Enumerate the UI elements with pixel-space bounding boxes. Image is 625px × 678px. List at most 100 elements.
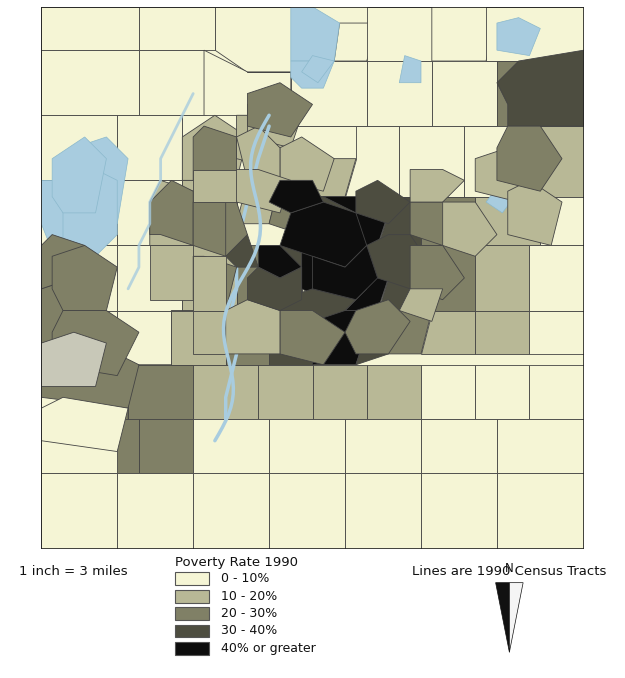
Polygon shape bbox=[150, 245, 193, 300]
Polygon shape bbox=[193, 126, 237, 180]
Polygon shape bbox=[182, 115, 248, 180]
Polygon shape bbox=[248, 137, 312, 197]
Polygon shape bbox=[63, 170, 118, 256]
Polygon shape bbox=[345, 473, 421, 549]
Polygon shape bbox=[421, 473, 497, 549]
Polygon shape bbox=[421, 245, 475, 311]
Polygon shape bbox=[52, 311, 139, 376]
Polygon shape bbox=[63, 137, 128, 224]
Polygon shape bbox=[41, 180, 118, 245]
Polygon shape bbox=[345, 419, 421, 473]
Polygon shape bbox=[475, 311, 529, 354]
Polygon shape bbox=[41, 419, 139, 473]
Polygon shape bbox=[204, 202, 248, 256]
Polygon shape bbox=[312, 311, 367, 365]
Polygon shape bbox=[248, 94, 302, 148]
Polygon shape bbox=[345, 245, 388, 311]
Polygon shape bbox=[128, 365, 193, 430]
Polygon shape bbox=[237, 245, 269, 311]
Polygon shape bbox=[442, 202, 497, 256]
Polygon shape bbox=[486, 7, 584, 61]
Polygon shape bbox=[421, 365, 475, 419]
Polygon shape bbox=[226, 300, 280, 354]
Polygon shape bbox=[475, 245, 529, 311]
Polygon shape bbox=[345, 300, 410, 354]
Polygon shape bbox=[204, 50, 291, 126]
Polygon shape bbox=[258, 365, 312, 419]
Bar bbox=[175, 642, 209, 655]
Polygon shape bbox=[258, 245, 302, 278]
Polygon shape bbox=[52, 245, 118, 311]
Polygon shape bbox=[41, 311, 118, 365]
Polygon shape bbox=[237, 180, 280, 224]
Polygon shape bbox=[41, 115, 118, 180]
Polygon shape bbox=[421, 419, 497, 473]
Polygon shape bbox=[41, 397, 128, 452]
Polygon shape bbox=[302, 197, 356, 245]
Polygon shape bbox=[291, 61, 334, 88]
Polygon shape bbox=[41, 473, 118, 549]
Text: 1 inch = 3 miles: 1 inch = 3 miles bbox=[19, 565, 127, 578]
Polygon shape bbox=[302, 159, 356, 197]
Polygon shape bbox=[118, 245, 182, 311]
Polygon shape bbox=[497, 61, 584, 126]
Polygon shape bbox=[410, 245, 464, 300]
Polygon shape bbox=[323, 245, 345, 267]
Polygon shape bbox=[182, 115, 248, 180]
Polygon shape bbox=[529, 365, 584, 419]
Polygon shape bbox=[182, 180, 237, 245]
Polygon shape bbox=[302, 245, 367, 311]
Polygon shape bbox=[410, 202, 464, 245]
Polygon shape bbox=[399, 56, 421, 83]
Polygon shape bbox=[269, 180, 312, 235]
Polygon shape bbox=[269, 180, 323, 213]
Polygon shape bbox=[193, 202, 226, 256]
Polygon shape bbox=[432, 61, 497, 126]
Polygon shape bbox=[540, 197, 584, 245]
Polygon shape bbox=[540, 126, 584, 197]
Polygon shape bbox=[41, 235, 85, 289]
Polygon shape bbox=[497, 18, 540, 56]
Polygon shape bbox=[432, 7, 497, 61]
Polygon shape bbox=[421, 311, 475, 354]
Text: 10 - 20%: 10 - 20% bbox=[221, 590, 277, 603]
Bar bbox=[175, 607, 209, 620]
Text: 40% or greater: 40% or greater bbox=[221, 642, 316, 655]
Polygon shape bbox=[150, 180, 193, 245]
Polygon shape bbox=[193, 256, 226, 311]
Polygon shape bbox=[464, 126, 540, 197]
Polygon shape bbox=[41, 278, 106, 354]
Polygon shape bbox=[356, 180, 410, 224]
Polygon shape bbox=[193, 311, 226, 354]
Text: Poverty Rate 1990: Poverty Rate 1990 bbox=[175, 555, 298, 568]
Polygon shape bbox=[226, 235, 258, 267]
Polygon shape bbox=[237, 115, 291, 170]
Polygon shape bbox=[399, 289, 442, 321]
Polygon shape bbox=[150, 180, 193, 245]
Polygon shape bbox=[280, 311, 345, 365]
Polygon shape bbox=[497, 50, 584, 126]
Polygon shape bbox=[475, 197, 540, 245]
Text: 30 - 40%: 30 - 40% bbox=[221, 624, 277, 637]
Polygon shape bbox=[475, 148, 540, 202]
Polygon shape bbox=[388, 311, 432, 354]
Polygon shape bbox=[237, 126, 280, 180]
Polygon shape bbox=[139, 50, 204, 115]
Polygon shape bbox=[41, 245, 118, 311]
Polygon shape bbox=[496, 582, 509, 652]
Polygon shape bbox=[269, 419, 345, 473]
Polygon shape bbox=[312, 365, 367, 419]
Polygon shape bbox=[248, 83, 312, 137]
Polygon shape bbox=[529, 245, 584, 311]
Polygon shape bbox=[193, 365, 258, 419]
Polygon shape bbox=[509, 582, 523, 652]
Polygon shape bbox=[356, 311, 399, 365]
Bar bbox=[175, 590, 209, 603]
Polygon shape bbox=[399, 126, 464, 197]
Polygon shape bbox=[334, 23, 378, 61]
Polygon shape bbox=[226, 311, 269, 365]
Polygon shape bbox=[280, 289, 356, 321]
Polygon shape bbox=[96, 365, 171, 419]
Polygon shape bbox=[345, 126, 399, 197]
Polygon shape bbox=[497, 473, 584, 549]
